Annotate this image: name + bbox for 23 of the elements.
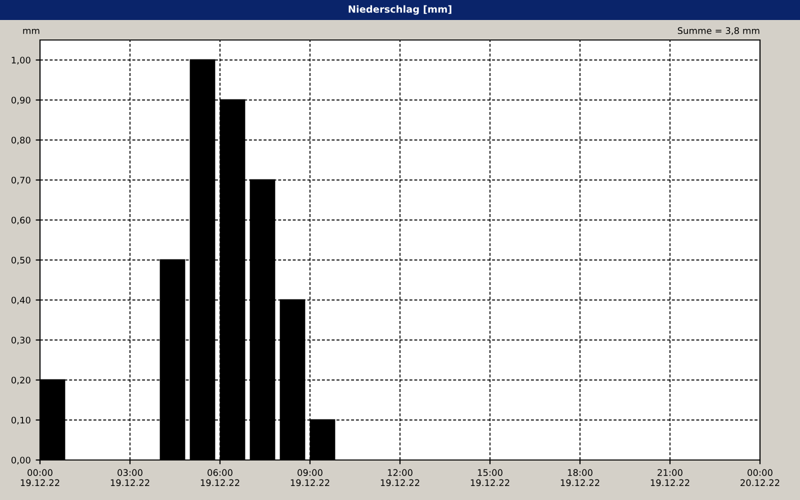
- y-tick-label: 0,90: [11, 96, 30, 104]
- y-tick-label: 0,80: [11, 136, 30, 144]
- x-tick-label: 06:00 19.12.22: [200, 469, 240, 486]
- x-tick-label: 12:00 19.12.22: [380, 469, 420, 486]
- y-tick-label: 0,50: [11, 256, 30, 264]
- y-axis-title: mm: [23, 28, 40, 34]
- chart-title: Niederschlag [mm]: [348, 5, 452, 15]
- x-tick-label: 09:00 19.12.22: [290, 469, 330, 486]
- x-tick-label: 00:00 19.12.22: [20, 469, 60, 486]
- text: Summe = 3,8 mm: [678, 27, 760, 35]
- x-tick-label: 00:00 20.12.22: [740, 469, 780, 486]
- y-tick-label: 1,00: [12, 56, 30, 64]
- y-tick-label: 0,60: [11, 216, 30, 224]
- x-tick-label: 18:00 19.12.22: [560, 469, 600, 486]
- x-tick-label: 03:00 19.12.22: [110, 469, 150, 486]
- y-tick-label: 0,40: [11, 296, 30, 304]
- y-tick-label: 0,20: [11, 376, 30, 384]
- x-tick-label: 21:00 19.12.22: [650, 469, 690, 486]
- y-tick-label: 0,00: [11, 456, 30, 464]
- x-tick-label: 15:00 19.12.22: [470, 469, 510, 486]
- y-tick-label: 0,10: [11, 416, 30, 424]
- y-tick-label: 0,30: [11, 336, 30, 344]
- y-tick-label: 0,70: [11, 176, 30, 184]
